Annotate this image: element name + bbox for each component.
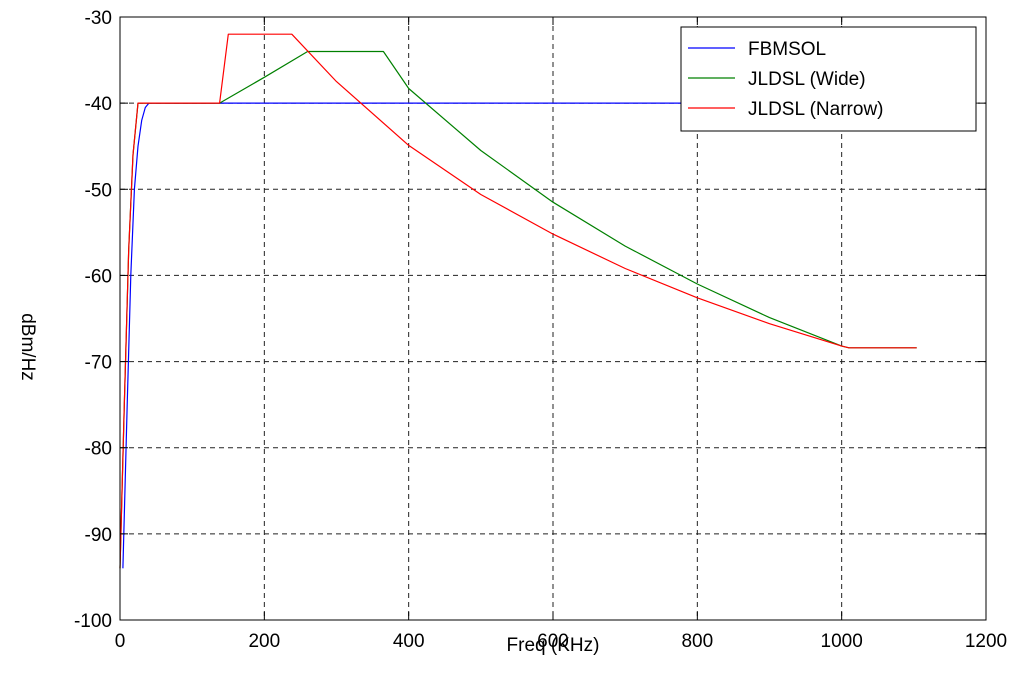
x-tick-label: 1000 (821, 631, 863, 652)
legend-label: FBMSOL (748, 39, 826, 60)
x-tick-label: 0 (115, 631, 126, 652)
legend: FBMSOL JLDSL (Wide) JLDSL (Narrow) (680, 26, 977, 132)
y-tick-label: -30 (85, 8, 112, 29)
y-tick-label: -80 (85, 439, 112, 460)
legend-label: JLDSL (Narrow) (748, 99, 884, 120)
x-axis-label: Freq (KHz) (507, 635, 600, 656)
y-tick-label: -50 (85, 180, 112, 201)
x-tick-label: 400 (393, 631, 425, 652)
y-tick-label: -40 (85, 94, 112, 115)
y-tick-label: -60 (85, 266, 112, 287)
y-axis-label: dBm/Hz (17, 313, 38, 381)
series-line-fbmsol (122, 102, 698, 569)
axis-ticks: 0 200 400 600 800 1000 1200 -30 -40 -50 -60 -70 -80 -… (74, 8, 1007, 652)
x-tick-label: 200 (248, 631, 280, 652)
legend-box (680, 26, 977, 132)
series-line-jldsl-narrow (119, 33, 917, 569)
y-tick-label: -100 (74, 611, 112, 632)
legend-label: JLDSL (Wide) (748, 69, 866, 90)
x-tick-label: 1200 (965, 631, 1007, 652)
y-tick-label: -90 (85, 525, 112, 546)
x-tick-label: 800 (681, 631, 713, 652)
x-tick-label: 600 (537, 631, 569, 652)
y-tick-label: -70 (85, 353, 112, 374)
series-lines (119, 33, 917, 569)
